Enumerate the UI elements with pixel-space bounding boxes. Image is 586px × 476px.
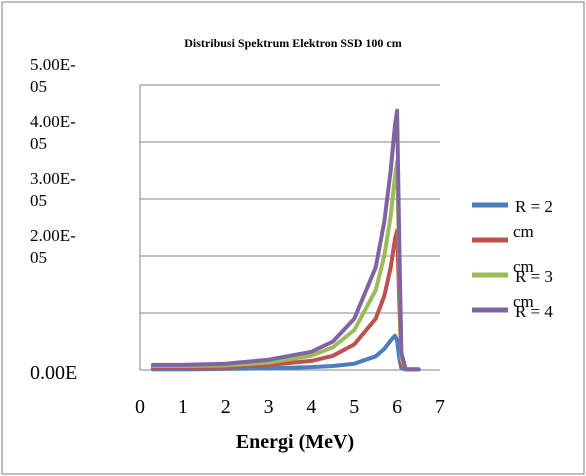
y-tick-label: 5.00E-: [30, 55, 76, 74]
legend-label: R = 2: [515, 197, 553, 216]
legend-label: R = 3: [515, 267, 553, 286]
y-axis-tick-labels: 5.00E- 05 4.00E- 05 3.00E- 05 2.00E- 05 0.00E: [30, 55, 77, 384]
legend-label: cm: [513, 292, 534, 311]
x-tick-label: 4: [306, 396, 316, 418]
x-tick-label: 5: [349, 396, 359, 418]
legend-label: cm: [513, 257, 534, 276]
x-tick-label: 2: [221, 396, 231, 418]
x-tick-label: 3: [264, 396, 274, 418]
y-tick-label-line2: 05: [30, 248, 47, 267]
y-tick-label-line2: 05: [30, 134, 47, 153]
y-tick-label: 3.00E-: [30, 169, 76, 188]
legend-label: R = 4: [515, 302, 553, 321]
x-tick-label: 7: [435, 396, 445, 418]
series-line: [150, 108, 421, 372]
y-tick-label: 2.00E-: [30, 226, 76, 245]
y-tick-label-line2: 05: [30, 191, 47, 210]
series-lines: [150, 108, 421, 372]
y-tick-label: 0.00E: [30, 362, 77, 384]
x-tick-label: 6: [392, 396, 402, 418]
gridlines: [139, 84, 440, 371]
x-axis-tick-labels: 0 1 2 3 4 5 6 7: [135, 396, 445, 418]
y-tick-label: 4.00E-: [30, 112, 76, 131]
chart-title: Distribusi Spektrum Elektron SSD 100 cm: [184, 36, 401, 50]
y-tick-label-line2: 05: [30, 77, 47, 96]
x-tick-label: 0: [135, 396, 145, 418]
x-axis-title: Energi (MeV): [236, 431, 354, 453]
x-tick-label: 1: [178, 396, 188, 418]
legend-label: cm: [513, 222, 534, 241]
